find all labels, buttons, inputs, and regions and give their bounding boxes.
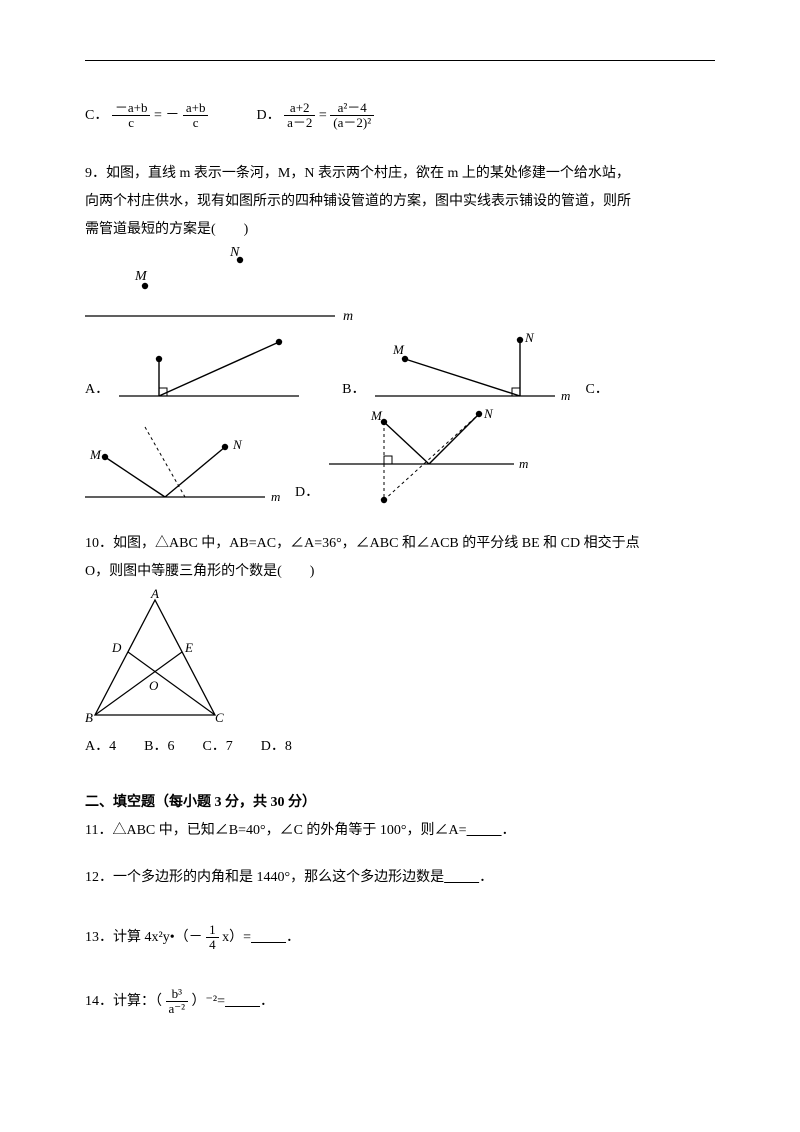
- q9-main-figure: M N m: [85, 248, 365, 328]
- q9-row-ab: A． B． M N m C．: [85, 334, 715, 404]
- option-d: D． a+2 a－2 = a²－4 (a－2)²: [256, 101, 374, 131]
- q13-blank: [251, 930, 286, 945]
- q13: 13．计算 4x²y•（－ 1 4 x）= ．: [85, 923, 715, 953]
- q10-line2: O，则图中等腰三角形的个数是( ): [85, 561, 715, 583]
- q14-pre: 14．计算：（: [85, 994, 162, 1009]
- svg-text:M: M: [392, 342, 405, 357]
- svg-text:E: E: [184, 640, 193, 655]
- svg-text:m: m: [519, 456, 528, 471]
- svg-text:m: m: [561, 388, 570, 403]
- option-c-label: C．: [85, 108, 108, 123]
- q14-mid: ）⁻²=: [192, 994, 225, 1009]
- q11-text: 11．△ABC 中，已知∠B=40°，∠C 的外角等于 100°，则∠A=: [85, 823, 467, 838]
- q10-figure: A B C D E O: [85, 590, 235, 730]
- q12-end: ．: [479, 870, 493, 885]
- option-d-label: D．: [256, 108, 280, 123]
- svg-text:M: M: [134, 269, 148, 284]
- q13-end: ．: [286, 930, 300, 945]
- q12-text: 12．一个多边形的内角和是 1440°，那么这个多边形边数是: [85, 870, 444, 885]
- q9-line1: 9．如图，直线 m 表示一条河，M，N 表示两个村庄，欲在 m 上的某处修建一个…: [85, 163, 715, 185]
- option-c-lhs: －a+b c: [112, 101, 151, 131]
- q12-blank: [444, 870, 479, 885]
- svg-text:m: m: [271, 489, 280, 504]
- q14-end: ．: [260, 994, 274, 1009]
- svg-text:M: M: [89, 447, 102, 462]
- q9-optC-label: C．: [585, 379, 608, 403]
- svg-text:A: A: [150, 586, 159, 601]
- q9-optD-label: D．: [295, 482, 319, 506]
- option-c-rhs: a+b c: [183, 101, 209, 131]
- q14: 14．计算：（ b³ a⁻² ）⁻²= ．: [85, 987, 715, 1017]
- q10-line1: 10．如图，△ABC 中，AB=AC，∠A=36°，∠ABC 和∠ACB 的平分…: [85, 533, 715, 555]
- q9-optA-fig: [119, 334, 304, 404]
- q9-optB-label: B．: [342, 379, 365, 403]
- q9-row-cd: M N m D． M N m: [85, 412, 715, 507]
- q8-options-cd: C． －a+b c = － a+b c D． a+2 a－2 = a²－4 (a…: [85, 101, 715, 131]
- svg-text:N: N: [524, 330, 535, 345]
- header-rule: [85, 60, 715, 61]
- q13-frac: 1 4: [206, 923, 219, 953]
- option-c: C． －a+b c = － a+b c: [85, 101, 208, 131]
- svg-text:N: N: [483, 406, 494, 421]
- section2-head: 二、填空题（每小题 3 分，共 30 分）: [85, 792, 715, 814]
- q13-post: x）=: [222, 930, 251, 945]
- option-d-eq: =: [319, 108, 330, 123]
- svg-text:O: O: [149, 678, 159, 693]
- q9-optD-fig: M N m: [329, 412, 529, 507]
- svg-text:N: N: [232, 437, 243, 452]
- svg-text:M: M: [370, 408, 383, 423]
- q11: 11．△ABC 中，已知∠B=40°，∠C 的外角等于 100°，则∠A= ．: [85, 820, 715, 842]
- q11-blank: [467, 823, 502, 838]
- q14-blank: [225, 994, 260, 1009]
- q9-line3: 需管道最短的方案是( ): [85, 219, 715, 241]
- q10-options: A．4 B．6 C．7 D．8: [85, 736, 715, 758]
- option-d-rhs: a²－4 (a－2)²: [330, 101, 374, 131]
- svg-text:B: B: [85, 710, 93, 725]
- q9-optC-fig: M N m: [85, 427, 285, 507]
- q12: 12．一个多边形的内角和是 1440°，那么这个多边形边数是 ．: [85, 867, 715, 889]
- svg-text:N: N: [229, 245, 240, 260]
- option-d-lhs: a+2 a－2: [284, 101, 315, 131]
- q14-frac: b³ a⁻²: [166, 987, 189, 1017]
- option-c-eq: = －: [154, 108, 179, 123]
- q9-optA-label: A．: [85, 379, 109, 403]
- svg-text:m: m: [343, 309, 353, 324]
- q13-pre: 13．计算 4x²y•（－: [85, 930, 203, 945]
- svg-text:D: D: [111, 640, 122, 655]
- q11-end: ．: [502, 823, 516, 838]
- svg-text:C: C: [215, 710, 224, 725]
- q9-line2: 向两个村庄供水，现有如图所示的四种铺设管道的方案，图中实线表示铺设的管道，则所: [85, 191, 715, 213]
- q9-optB-fig: M N m: [375, 334, 575, 404]
